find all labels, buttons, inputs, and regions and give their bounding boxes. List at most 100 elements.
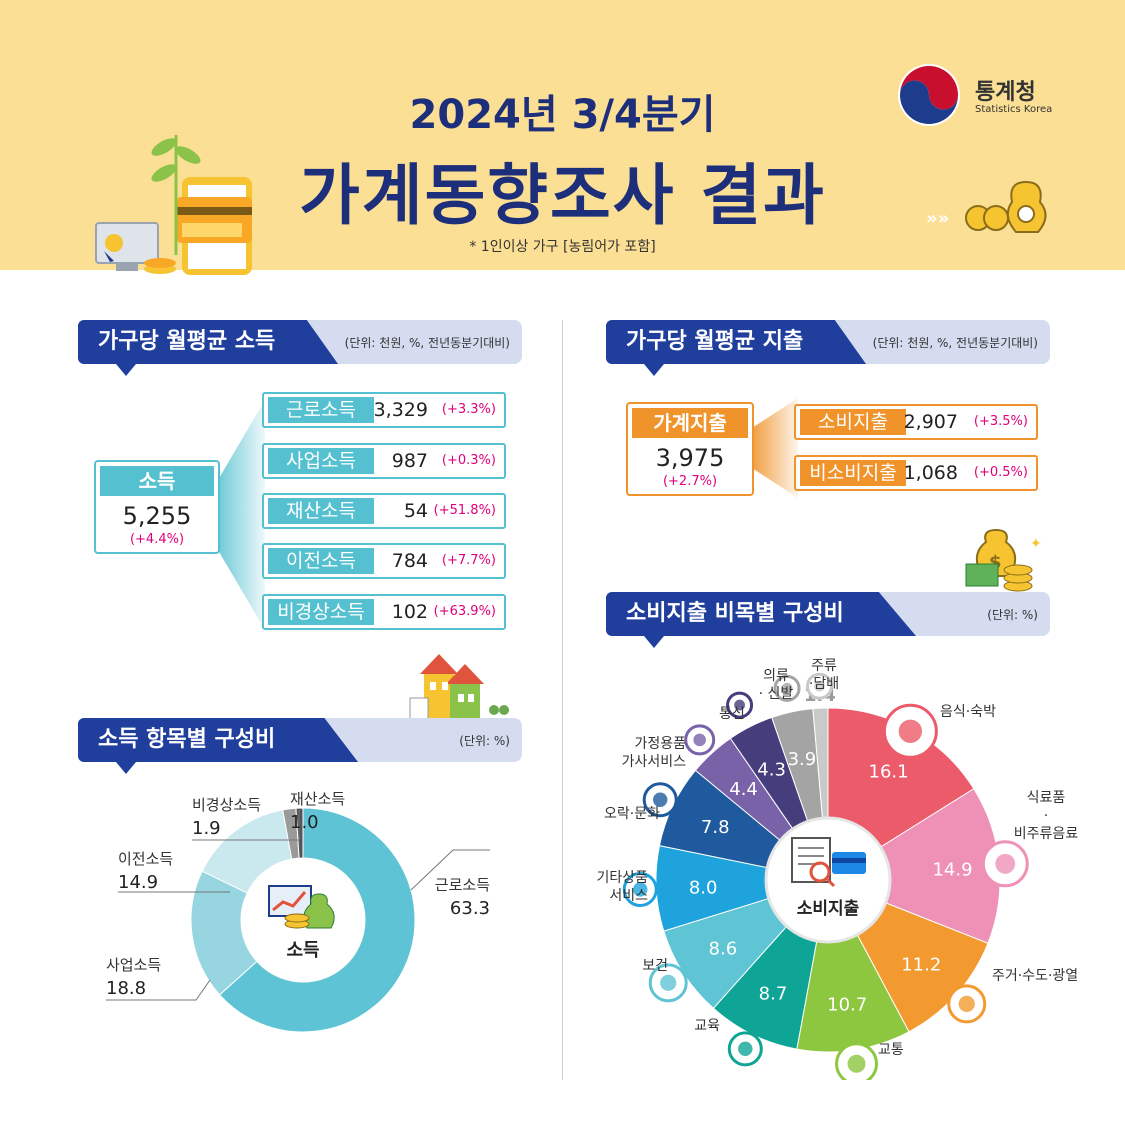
consumption-label-8: 가정용품: [634, 736, 686, 752]
consumption-value-2: 11.2: [901, 954, 941, 975]
income-item-irregular: 비경상소득 102 (+63.9%): [262, 594, 506, 630]
logo-english: Statistics Korea: [975, 104, 1053, 115]
expenditure-section-title: 가구당 월평균 지출: [606, 320, 866, 364]
income-chart-icon: [268, 885, 335, 929]
expenditure-bracket-connector: [752, 398, 798, 498]
income-comp-unit: (단위: %): [459, 734, 510, 748]
consumption-label-3: 교통: [878, 1042, 904, 1058]
income-item-transfer: 이전소득 784 (+7.7%): [262, 543, 506, 579]
income-composition-donut-chart: 소득 근로소득 63.3 사업소득 18.8 이전소득 14.9 비경상소득 1.9 재산소득 1.…: [106, 790, 490, 1033]
consumption-label-4: 교육: [694, 1018, 720, 1034]
expenditure-item-value: 2,907: [903, 411, 958, 433]
consumption-composition-pie-chart: 소비지출 16.1 14.9 11.2 10.7 8.7 8.6 8.0 7.8 4.44.33.…: [596, 658, 1078, 1080]
svg-text:✦: ✦: [1030, 536, 1042, 552]
consumption-value-10: 3.9: [788, 749, 817, 770]
income-label-3: 이전소득: [118, 850, 173, 868]
income-item-label: 이전소득: [268, 548, 374, 574]
income-section-header: 가구당 월평균 소득 (단위: 천원, %, 전년동분기대비): [78, 320, 522, 376]
houses-icon: [409, 654, 509, 721]
income-value-4: 18.8: [106, 978, 146, 999]
expenditure-item-consumption: 소비지출 2,907 (+3.5%): [794, 404, 1038, 440]
page-title: 가계동향조사 결과: [299, 157, 826, 234]
consumption-label-1: 식료품: [1027, 790, 1066, 806]
income-total-value: 5,255: [122, 502, 192, 530]
income-value-3: 14.9: [118, 872, 158, 893]
income-label-0: 근로소득: [435, 876, 490, 894]
income-item-label: 사업소득: [268, 448, 374, 474]
consumption-label-10: · 신발: [759, 686, 794, 702]
consumption-label-9: 통신: [719, 706, 745, 722]
consumption-value-7: 7.8: [701, 817, 730, 838]
expenditure-unit: (단위: 천원, %, 전년동분기대비): [872, 336, 1038, 350]
income-item-label: 비경상소득: [268, 599, 374, 625]
income-item-value: 54: [403, 500, 428, 522]
income-leader-4: [106, 979, 211, 1001]
consumption-label-5: 보건: [642, 958, 668, 974]
consumption-label-1: ·: [1044, 808, 1048, 824]
consumption-label-6: 기타상품: [596, 870, 648, 886]
consumption-value-6: 8.0: [689, 877, 718, 898]
consumption-pie-center-label: 소비지출: [797, 899, 860, 919]
income-item-change: (+7.7%): [441, 553, 496, 568]
coins-money-bag-icon: »»: [926, 180, 1047, 233]
column-divider: [562, 320, 563, 1080]
income-item-change: (+0.3%): [441, 453, 496, 468]
income-item-business: 사업소득 987 (+0.3%): [262, 443, 506, 479]
consumption-value-1: 14.9: [932, 860, 972, 881]
income-leader-1: [192, 810, 300, 841]
consumption-label-0: 음식·숙박: [940, 704, 996, 720]
consumption-value-5: 8.6: [709, 939, 738, 960]
logo-name: 통계청: [975, 80, 1036, 105]
statistics-korea-logo-icon: [898, 64, 960, 126]
consumption-label-6: 서비스: [609, 888, 648, 904]
income-total-box: 소득 5,255 (+4.4%): [94, 460, 220, 554]
expenditure-total-value: 3,975: [655, 444, 725, 472]
income-label-1: 비경상소득: [192, 796, 261, 814]
income-leader-0: [410, 849, 490, 891]
income-item-change: (+3.3%): [441, 402, 496, 417]
income-item-label: 재산소득: [268, 498, 374, 524]
expenditure-item-change: (+0.5%): [973, 465, 1028, 480]
income-item-value: 102: [391, 601, 428, 623]
expenditure-item-nonconsumption: 비소비지출 1,068 (+0.5%): [794, 455, 1038, 491]
page-subtitle: 2024년 3/4분기: [409, 92, 716, 138]
consumption-label-11: ·담배: [809, 676, 839, 692]
consumption-value-8: 4.4: [729, 779, 758, 800]
consumption-label-10: 의류: [763, 668, 789, 684]
income-item-change: (+63.9%): [433, 604, 496, 619]
page-note: * 1인이상 가구 [농림어가 포함]: [469, 239, 656, 255]
income-item-value: 3,329: [373, 399, 428, 421]
income-item-label: 근로소득: [268, 397, 374, 423]
expenditure-item-label: 비소비지출: [800, 460, 906, 486]
consumption-comp-section-title: 소비지출 비목별 구성비: [606, 592, 916, 636]
consumption-value-0: 16.1: [869, 762, 909, 783]
income-label-4: 사업소득: [106, 956, 161, 974]
income-value-0: 63.3: [450, 898, 490, 919]
svg-text:»»: »»: [926, 208, 949, 229]
income-item-value: 784: [391, 550, 428, 572]
expenditure-item-change: (+3.5%): [973, 414, 1028, 429]
income-total-label: 소득: [100, 466, 214, 496]
income-section-title: 가구당 월평균 소득: [78, 320, 338, 364]
expenditure-item-value: 1,068: [903, 462, 958, 484]
income-item-value: 987: [391, 450, 428, 472]
consumption-comp-section-header: 소비지출 비목별 구성비 (단위: %): [606, 592, 1050, 648]
income-label-2: 재산소득: [290, 790, 345, 808]
expenditure-item-label: 소비지출: [800, 409, 906, 435]
expenditure-total-change: (+2.7%): [662, 474, 718, 489]
income-value-1: 1.9: [192, 818, 221, 839]
expenditure-total-box: 가계지출 3,975 (+2.7%): [626, 402, 754, 496]
income-comp-section-title: 소득 항목별 구성비: [78, 718, 358, 762]
consumption-value-4: 8.7: [759, 983, 788, 1004]
income-donut-center-label: 소득: [286, 940, 319, 961]
income-value-2: 1.0: [290, 812, 319, 833]
income-item-property: 재산소득 54 (+51.8%): [262, 493, 506, 529]
money-growth-illustration-icon: [95, 135, 252, 275]
money-bag-coins-icon: $ ✦: [965, 528, 1042, 592]
expenditure-total-label: 가계지출: [632, 408, 748, 438]
income-total-change: (+4.4%): [129, 532, 185, 547]
consumption-comp-unit: (단위: %): [987, 608, 1038, 622]
consumption-value-3: 10.7: [827, 995, 867, 1016]
receipt-card-icon: [791, 837, 866, 888]
income-bracket-connector: [215, 400, 265, 630]
